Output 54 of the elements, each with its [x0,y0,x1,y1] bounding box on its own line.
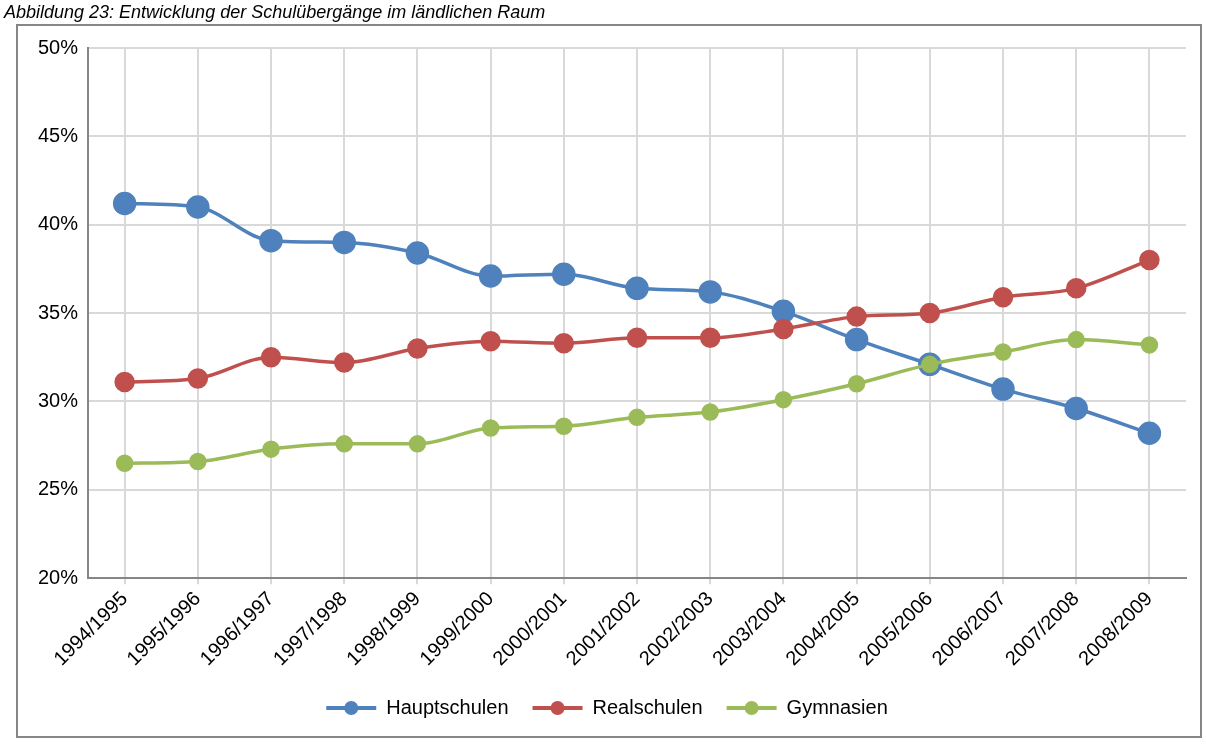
point [259,228,283,253]
point [555,417,573,435]
point [115,454,134,473]
point [260,347,282,368]
point [1067,330,1085,349]
legend-label: Gymnasien [786,695,888,718]
y-tick-label: 45% [38,123,79,146]
y-tick-label: 30% [38,388,79,411]
point [1065,278,1087,299]
point [405,241,430,265]
point [701,403,719,421]
point [262,440,280,458]
point [1137,421,1162,446]
point [480,331,501,352]
point [626,327,648,349]
point [189,452,207,471]
y-tick-label: 50% [38,35,79,58]
point [333,352,355,373]
legend-label: Realschulen [592,695,703,718]
point [992,286,1014,308]
point [773,318,794,340]
point [1140,336,1159,354]
point [699,327,721,349]
point [478,264,503,288]
point [186,195,210,219]
y-tick-label: 35% [38,300,79,323]
point [187,368,209,389]
point [991,377,1015,401]
point [919,302,941,324]
point [847,375,866,393]
point [771,299,796,324]
point [1139,249,1160,271]
point [625,276,649,301]
point [846,306,867,327]
legend-label: Hauptschulen [386,695,509,718]
y-tick-label: 25% [38,477,79,500]
point [553,332,575,354]
point [112,191,137,216]
point [698,280,722,304]
point [332,230,356,255]
point [1064,396,1088,421]
point [481,419,500,437]
y-tick-label: 40% [38,212,79,235]
chart-title: Abbildung 23: Entwicklung der Schulübergänge im ländlichen Raum [2,1,547,24]
point [408,435,427,453]
point [994,343,1012,361]
point [628,408,646,427]
point [407,338,428,359]
point [774,390,793,409]
point [114,371,135,393]
point [552,262,576,286]
y-tick-label: 20% [38,565,79,588]
point [844,327,869,352]
point [335,435,353,453]
